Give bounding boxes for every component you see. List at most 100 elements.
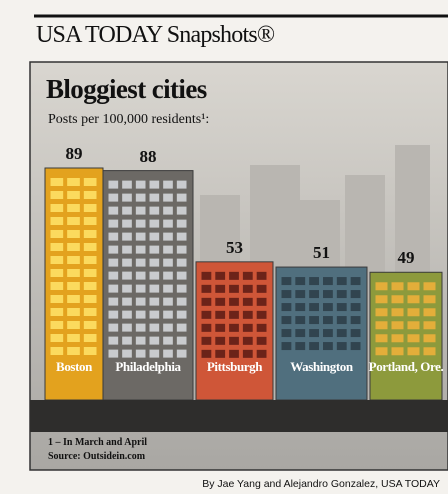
window bbox=[122, 180, 132, 189]
window bbox=[295, 329, 306, 338]
window bbox=[135, 284, 146, 293]
window bbox=[122, 258, 132, 267]
window bbox=[336, 303, 347, 312]
window bbox=[375, 308, 388, 317]
window bbox=[256, 323, 267, 332]
window bbox=[122, 219, 132, 228]
value-label: 49 bbox=[397, 248, 415, 268]
value-label: 88 bbox=[139, 146, 157, 166]
window bbox=[407, 308, 420, 317]
window bbox=[163, 206, 173, 215]
window bbox=[67, 347, 80, 355]
window bbox=[67, 230, 80, 238]
window bbox=[407, 347, 420, 356]
header: USA TODAY Snapshots® bbox=[36, 22, 275, 48]
window bbox=[242, 284, 253, 293]
window bbox=[83, 204, 97, 212]
window bbox=[295, 316, 306, 325]
window bbox=[135, 323, 146, 332]
window bbox=[336, 329, 347, 338]
window bbox=[423, 282, 436, 291]
window bbox=[350, 342, 361, 351]
window bbox=[50, 230, 64, 238]
window bbox=[336, 316, 347, 325]
window bbox=[201, 349, 212, 358]
window bbox=[83, 230, 97, 238]
window bbox=[163, 219, 173, 228]
window bbox=[407, 282, 420, 291]
window bbox=[108, 271, 119, 280]
window bbox=[242, 271, 253, 280]
window bbox=[122, 245, 132, 254]
window bbox=[423, 347, 436, 356]
window bbox=[323, 316, 333, 325]
window bbox=[423, 334, 436, 343]
window bbox=[163, 258, 173, 267]
window bbox=[229, 284, 239, 293]
window bbox=[176, 349, 187, 358]
window bbox=[67, 308, 80, 316]
window bbox=[309, 277, 319, 286]
window bbox=[83, 178, 97, 186]
window bbox=[176, 193, 187, 202]
window bbox=[176, 297, 187, 306]
window bbox=[108, 323, 119, 332]
window bbox=[201, 323, 212, 332]
window bbox=[163, 245, 173, 254]
window bbox=[149, 232, 160, 241]
window bbox=[163, 310, 173, 319]
window bbox=[135, 271, 146, 280]
window bbox=[83, 269, 97, 277]
window bbox=[350, 303, 361, 312]
window bbox=[176, 323, 187, 332]
window bbox=[201, 271, 212, 280]
window bbox=[163, 232, 173, 241]
window bbox=[176, 310, 187, 319]
window bbox=[50, 347, 64, 355]
window bbox=[229, 323, 239, 332]
window bbox=[176, 206, 187, 215]
window bbox=[135, 193, 146, 202]
window bbox=[67, 295, 80, 303]
window bbox=[256, 310, 267, 319]
category-label: Pittsburgh bbox=[206, 359, 263, 374]
window bbox=[391, 334, 404, 343]
window bbox=[149, 258, 160, 267]
window bbox=[336, 277, 347, 286]
window bbox=[50, 204, 64, 212]
window bbox=[149, 219, 160, 228]
window bbox=[50, 295, 64, 303]
window bbox=[350, 329, 361, 338]
window bbox=[50, 308, 64, 316]
window bbox=[229, 310, 239, 319]
window bbox=[50, 334, 64, 342]
window bbox=[423, 308, 436, 317]
window bbox=[122, 297, 132, 306]
window bbox=[295, 290, 306, 299]
window bbox=[135, 206, 146, 215]
window bbox=[149, 284, 160, 293]
window bbox=[108, 284, 119, 293]
window bbox=[163, 180, 173, 189]
window bbox=[215, 349, 226, 358]
value-label: 51 bbox=[313, 243, 330, 263]
window bbox=[336, 290, 347, 299]
window bbox=[215, 297, 226, 306]
window bbox=[135, 232, 146, 241]
window bbox=[67, 334, 80, 342]
window bbox=[50, 178, 64, 186]
source: Source: Outsidein.com bbox=[48, 451, 146, 462]
window bbox=[149, 336, 160, 345]
window bbox=[375, 282, 388, 291]
window bbox=[242, 297, 253, 306]
window bbox=[242, 336, 253, 345]
window bbox=[108, 232, 119, 241]
window bbox=[256, 297, 267, 306]
window bbox=[122, 193, 132, 202]
window bbox=[309, 316, 319, 325]
window bbox=[423, 321, 436, 330]
window bbox=[201, 297, 212, 306]
window bbox=[375, 334, 388, 343]
window bbox=[407, 295, 420, 304]
